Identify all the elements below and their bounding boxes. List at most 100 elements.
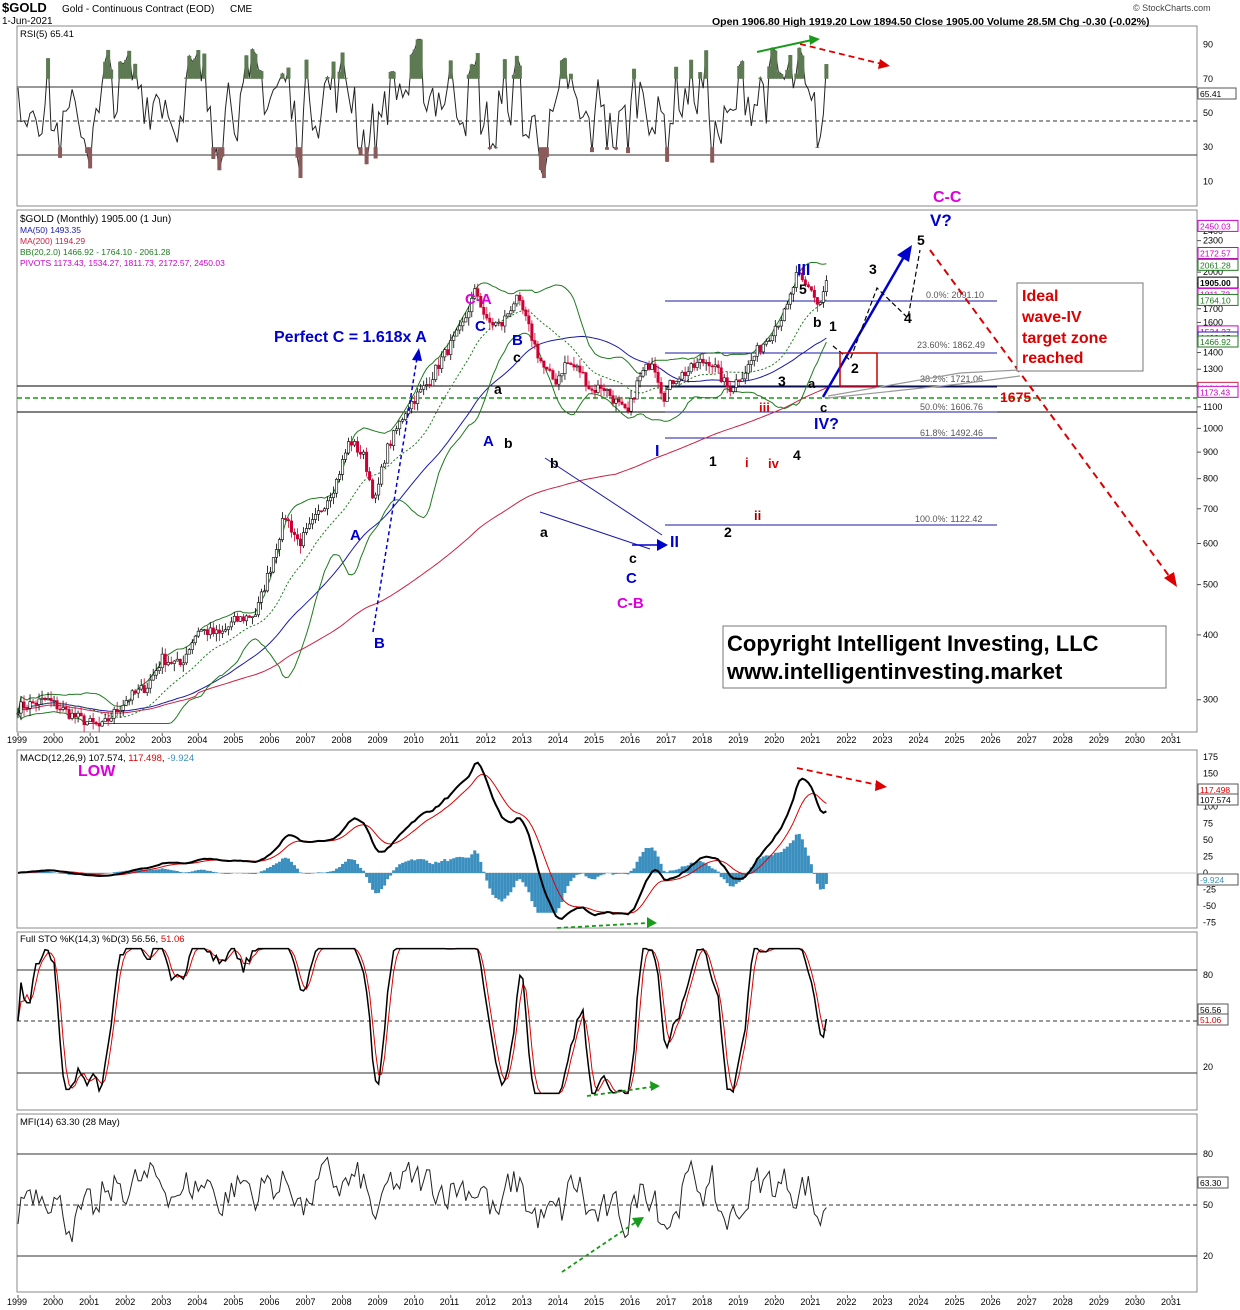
- macd-histogram-bar: [359, 867, 363, 873]
- candle-body: [656, 371, 660, 383]
- candle-body: [461, 321, 465, 327]
- macd-histogram-bar: [280, 858, 284, 873]
- price-tick-label: 2000: [1203, 267, 1223, 277]
- wave-label-rii: ii: [754, 508, 761, 523]
- candle-body: [118, 710, 122, 712]
- candle-body: [806, 284, 810, 287]
- macd-histogram-bar: [202, 869, 206, 873]
- candle-body: [779, 320, 783, 327]
- candle-body: [317, 510, 321, 515]
- chart-header: $GOLD Gold - Continuous Contract (EOD) C…: [2, 0, 1211, 28]
- macd-panel: MACD(12,26,9) 107.574, 117.498, -9.924 L…: [17, 752, 1239, 929]
- candle-body: [674, 381, 678, 384]
- year-label: 2000: [43, 1297, 63, 1307]
- candle-body: [614, 398, 618, 404]
- mfi-green-arrowhead: [632, 1217, 644, 1228]
- rsi-tick-label: 70: [1203, 74, 1213, 84]
- candle-body: [73, 712, 77, 718]
- candle-body: [169, 661, 173, 664]
- wave-label-ri: i: [745, 455, 749, 470]
- macd-histogram: [19, 833, 828, 913]
- macd-histogram-bar: [815, 873, 819, 884]
- candle-body: [551, 370, 555, 380]
- rsi-overbought-fill: [340, 52, 345, 79]
- rsi-overbought-fill: [127, 50, 132, 79]
- macd-histogram-bar: [644, 847, 648, 873]
- candle-body: [235, 616, 239, 622]
- candle-body: [683, 371, 687, 376]
- year-label: 2015: [584, 1297, 604, 1307]
- candle-body: [241, 616, 245, 622]
- rsi-overbought-fill: [121, 64, 126, 79]
- candle-body: [40, 697, 44, 700]
- rsi-label: RSI(5) 65.41: [20, 29, 74, 40]
- candle-body: [52, 700, 56, 702]
- price-tag-box: [1197, 293, 1239, 306]
- candle-body: [28, 701, 32, 709]
- macd-histogram-bar: [46, 871, 50, 873]
- macd-histogram-bar: [395, 867, 399, 873]
- rsi-overbought-fill: [559, 60, 564, 79]
- wave-label-b_blue: B: [374, 635, 385, 652]
- candle-body: [199, 629, 203, 632]
- candle-body: [653, 363, 657, 373]
- macd-histogram-bar: [713, 869, 717, 873]
- fib-236-label: 23.60%: 1862.49: [917, 340, 985, 350]
- sto-label-prefix: Full STO %K(14,3) %D(3): [20, 934, 129, 945]
- sto-tag-text: 56.56: [1200, 1005, 1222, 1015]
- macd-histogram-bar: [259, 871, 263, 873]
- mfi-tick-label: 50: [1203, 1200, 1213, 1210]
- macd-histogram-bar: [536, 873, 540, 913]
- macd-histogram-bar: [566, 873, 570, 887]
- candle-body: [503, 315, 507, 327]
- price-tag-box: [1197, 385, 1239, 398]
- macd-histogram-bar: [467, 857, 471, 873]
- wave-label-a_blk: a: [494, 381, 502, 397]
- macd-histogram-bar: [485, 873, 489, 881]
- year-label: 2021: [800, 735, 820, 745]
- candle-body: [680, 371, 684, 380]
- year-label: 2016: [620, 1297, 640, 1307]
- mfi-green-arrow: [561, 1221, 637, 1273]
- candle-body: [196, 630, 200, 637]
- macd-histogram-bar: [620, 873, 624, 874]
- macd-histogram-bar: [695, 861, 699, 873]
- wave-label-a3_blk: a: [808, 376, 816, 391]
- macd-histogram-bar: [755, 858, 759, 873]
- macd-histogram-bar: [247, 873, 251, 874]
- macd-histogram-bar: [821, 873, 825, 889]
- candle-body: [509, 310, 513, 315]
- year-label: 2011: [440, 1297, 459, 1307]
- rsi-oversold-fill: [487, 147, 492, 150]
- rsi-tick-label: 50: [1203, 108, 1213, 118]
- candle-body: [142, 685, 146, 693]
- macd-histogram-bar: [329, 871, 333, 873]
- macd-histogram-bar: [629, 870, 633, 873]
- macd-histogram-bar: [404, 861, 408, 873]
- candle-body: [758, 345, 762, 353]
- rsi-fills: [46, 39, 829, 179]
- candle-body: [274, 549, 278, 558]
- price-tag-text: 2172.57: [1200, 248, 1231, 258]
- candle-body: [464, 317, 468, 323]
- callout-pointer-bottom: [827, 375, 1021, 399]
- macd-histogram-bar: [527, 873, 531, 893]
- rsi-overbought-fill: [391, 71, 396, 79]
- macd-histogram-bar: [602, 873, 606, 875]
- candle-body: [419, 388, 423, 393]
- macd-tick-label: 50: [1203, 835, 1213, 845]
- candle-body: [713, 364, 717, 367]
- rsi-oversold-fill: [815, 147, 820, 148]
- mfi-panel-frame: [16, 1113, 1198, 1293]
- candle-body: [289, 520, 293, 533]
- price-tag-text: 1466.92: [1200, 337, 1231, 347]
- macd-histogram-bar: [178, 871, 182, 873]
- macd-histogram-bar: [461, 857, 465, 873]
- price-tick-label: 700: [1203, 504, 1218, 514]
- macd-histogram-bar: [470, 854, 474, 873]
- macd-histogram-bar: [344, 861, 348, 873]
- macd-histogram-bar: [362, 870, 366, 873]
- candle-body: [812, 289, 816, 298]
- macd-tag-box: [1197, 793, 1239, 806]
